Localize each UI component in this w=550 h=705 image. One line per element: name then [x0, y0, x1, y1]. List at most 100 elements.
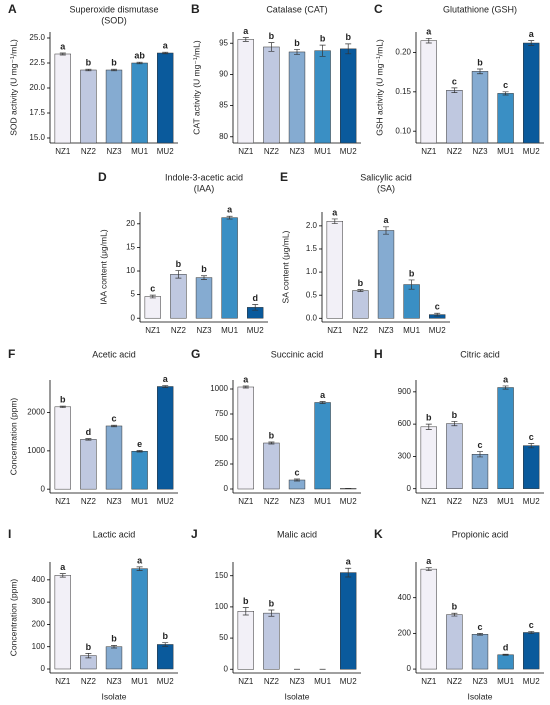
- y-tick-label: 22.5: [29, 58, 45, 67]
- x-tick-label: NZ2: [447, 497, 463, 506]
- significance-letter: c: [529, 432, 534, 442]
- chart-title: Propionic acid: [452, 529, 509, 539]
- x-tick-label: NZ3: [106, 677, 122, 686]
- y-tick-label: 2000: [27, 408, 45, 417]
- y-tick-label: 15.0: [29, 133, 45, 142]
- significance-letter: b: [409, 268, 415, 278]
- y-tick-label: 0: [131, 313, 136, 322]
- x-tick-label: MU1: [497, 677, 514, 686]
- error-bar: [162, 385, 169, 388]
- x-tick-label: NZ2: [81, 677, 97, 686]
- error-bar: [502, 653, 509, 656]
- x-tick-label: MU1: [497, 147, 514, 156]
- y-tick-label: 300: [398, 452, 412, 461]
- y-axis-label: Concentration (ppm): [8, 579, 18, 657]
- error-bar: [268, 609, 275, 617]
- y-tick-label: 400: [398, 593, 412, 602]
- bar: [288, 51, 306, 144]
- significance-letter: a: [243, 374, 249, 384]
- bar: [497, 93, 514, 144]
- error-bar: [477, 451, 483, 458]
- significance-letter: a: [529, 29, 535, 39]
- bar: [157, 52, 174, 144]
- error-bar: [383, 226, 389, 235]
- y-tick-label: 10: [126, 266, 135, 275]
- y-tick-label: 5: [131, 290, 136, 299]
- bar: [352, 290, 369, 319]
- error-bar: [136, 61, 143, 65]
- significance-letter: c: [452, 76, 457, 86]
- error-bar: [226, 215, 233, 220]
- error-bar: [451, 421, 458, 427]
- x-tick-label: MU2: [157, 497, 174, 506]
- bar: [446, 90, 463, 144]
- significance-letter: a: [137, 555, 143, 565]
- y-tick-label: 1.0: [306, 267, 318, 276]
- x-tick-label: NZ1: [421, 497, 437, 506]
- significance-letter: d: [503, 643, 509, 653]
- y-tick-label: 2.0: [306, 221, 318, 230]
- error-bar: [345, 43, 352, 55]
- x-tick-label: MU2: [157, 147, 174, 156]
- x-tick-label: NZ3: [289, 497, 305, 506]
- bar: [340, 572, 357, 670]
- bar: [497, 387, 514, 489]
- significance-letter: a: [332, 207, 338, 217]
- significance-letter: b: [477, 57, 483, 67]
- x-tick-label: MU2: [523, 677, 540, 686]
- bar: [420, 40, 437, 144]
- bar: [263, 442, 280, 490]
- bar: [131, 568, 148, 670]
- error-bar: [85, 68, 92, 72]
- x-tick-label: NZ3: [289, 677, 305, 686]
- x-tick-label: MU1: [131, 677, 148, 686]
- bar: [237, 39, 254, 144]
- chart-title: Superoxide dismutase: [69, 4, 158, 14]
- error-bar: [136, 566, 143, 571]
- bar: [471, 71, 489, 144]
- bar: [314, 50, 331, 144]
- significance-letter: a: [227, 205, 233, 215]
- error-bar: [425, 37, 432, 44]
- significance-letter: a: [243, 26, 249, 36]
- y-tick-label: 90: [219, 70, 228, 79]
- error-bar: [136, 450, 143, 453]
- x-tick-label: NZ1: [327, 326, 343, 335]
- bar: [420, 568, 437, 670]
- y-tick-label: 0: [224, 484, 229, 493]
- significance-letter: b: [452, 602, 458, 612]
- y-tick-label: 400: [32, 575, 46, 584]
- bar: [105, 425, 123, 490]
- error-bar: [477, 633, 483, 636]
- significance-letter: a: [426, 27, 432, 37]
- significance-letter: d: [86, 427, 92, 437]
- bar: [523, 42, 540, 144]
- chart-title: (SA): [377, 183, 395, 193]
- bar: [314, 402, 331, 490]
- x-tick-label: MU1: [314, 677, 331, 686]
- bar: [105, 646, 123, 670]
- y-tick-label: 0: [41, 664, 46, 673]
- error-bar: [111, 68, 117, 72]
- error-bar: [111, 645, 117, 649]
- significance-letter: a: [503, 374, 509, 384]
- error-bar: [528, 443, 535, 449]
- error-bar: [242, 607, 249, 616]
- x-tick-label: MU2: [157, 677, 174, 686]
- significance-letter: b: [358, 278, 364, 288]
- error-bar: [425, 423, 432, 430]
- bar: [523, 445, 540, 489]
- significance-letter: d: [252, 293, 258, 303]
- x-tick-label: NZ2: [81, 497, 97, 506]
- x-tick-label: NZ3: [472, 677, 488, 686]
- significance-letter: c: [477, 622, 482, 632]
- y-tick-label: 0: [407, 484, 412, 493]
- y-tick-label: 25.0: [29, 33, 45, 42]
- x-tick-label: MU2: [340, 677, 357, 686]
- error-bar: [528, 631, 535, 634]
- x-tick-label: MU1: [221, 326, 238, 335]
- chart-title: Salicylic acid: [360, 172, 412, 182]
- significance-letter: b: [86, 58, 92, 68]
- bar: [54, 53, 71, 144]
